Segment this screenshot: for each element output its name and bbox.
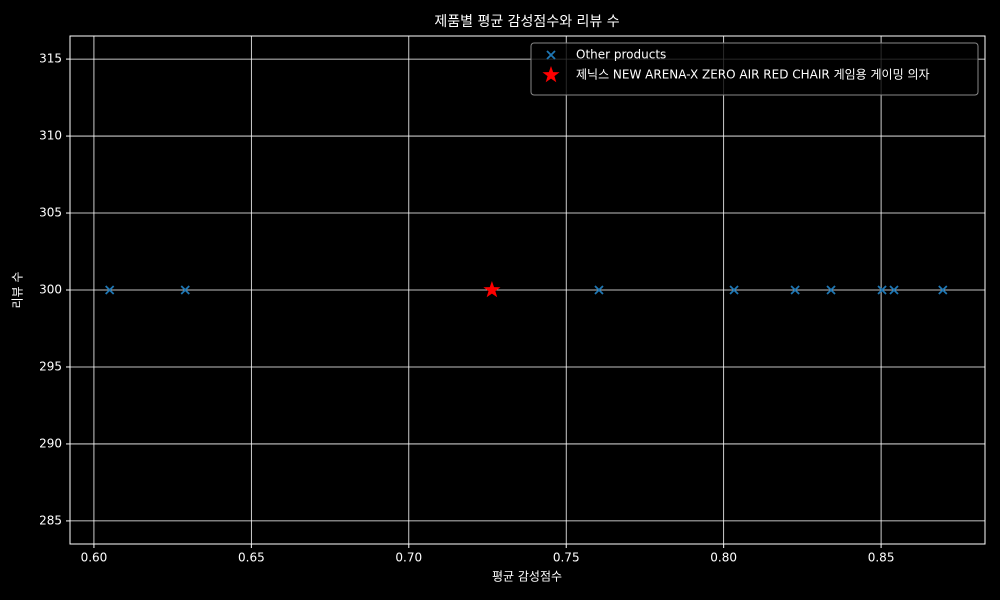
x-tick-label: 0.80	[710, 551, 737, 565]
y-tick-label: 295	[39, 359, 62, 373]
x-marker	[938, 285, 948, 295]
x-marker	[877, 285, 887, 295]
legend-marker	[546, 50, 556, 60]
legend: Other products 제닉스 NEW ARENA-X ZERO AIR R…	[530, 42, 979, 96]
x-axis-label: 평균 감성점수	[492, 570, 562, 584]
y-tick-label: 315	[39, 52, 62, 66]
x-marker	[105, 285, 115, 295]
y-tick-label: 310	[39, 129, 62, 143]
x-marker	[729, 285, 739, 295]
plot-frame	[69, 35, 986, 545]
x-marker	[594, 285, 604, 295]
x-marker	[790, 285, 800, 295]
star-marker	[483, 281, 501, 298]
legend-frame	[530, 42, 979, 96]
x-marker	[180, 285, 190, 295]
y-axis-label: 리뷰 수	[11, 272, 25, 309]
y-tick-label: 290	[39, 436, 62, 450]
x-tick-label: 0.70	[395, 551, 422, 565]
y-tick-label: 305	[39, 206, 62, 220]
x-marker	[826, 285, 836, 295]
y-tick-label: 300	[39, 283, 62, 297]
legend-marker	[542, 66, 560, 83]
y-tick-label: 285	[39, 513, 62, 527]
x-marker	[889, 285, 899, 295]
x-tick-label: 0.60	[81, 551, 108, 565]
legend-label: Other products	[576, 48, 666, 62]
chart-title: 제품별 평균 감성점수와 리뷰 수	[434, 14, 619, 30]
x-tick-label: 0.65	[238, 551, 265, 565]
x-tick-label: 0.75	[553, 551, 580, 565]
x-tick-label: 0.85	[868, 551, 895, 565]
legend-label: 제닉스 NEW ARENA-X ZERO AIR RED CHAIR 게임용 게…	[576, 68, 930, 82]
